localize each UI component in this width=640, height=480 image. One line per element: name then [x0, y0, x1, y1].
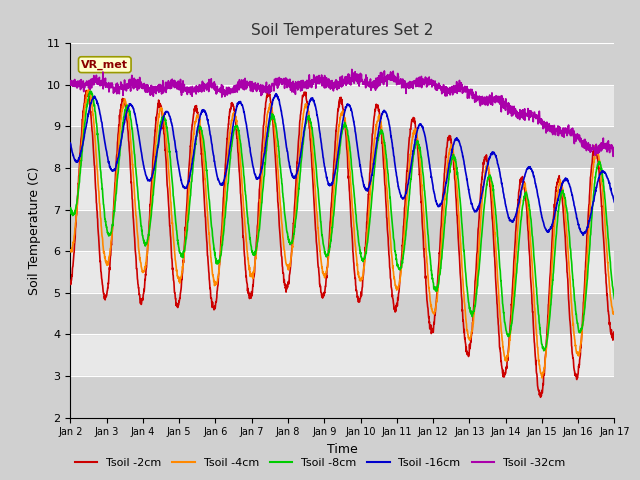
Text: VR_met: VR_met [81, 60, 128, 70]
X-axis label: Time: Time [327, 443, 358, 456]
Bar [70, 126, 614, 168]
Legend: Tsoil -2cm, Tsoil -4cm, Tsoil -8cm, Tsoil -16cm, Tsoil -32cm: Tsoil -2cm, Tsoil -4cm, Tsoil -8cm, Tsoi… [70, 453, 570, 472]
Y-axis label: Soil Temperature (C): Soil Temperature (C) [28, 166, 41, 295]
Bar [70, 376, 614, 418]
Bar [70, 43, 614, 85]
Bar [70, 210, 614, 251]
Title: Soil Temperatures Set 2: Soil Temperatures Set 2 [252, 23, 433, 38]
Bar [70, 293, 614, 335]
